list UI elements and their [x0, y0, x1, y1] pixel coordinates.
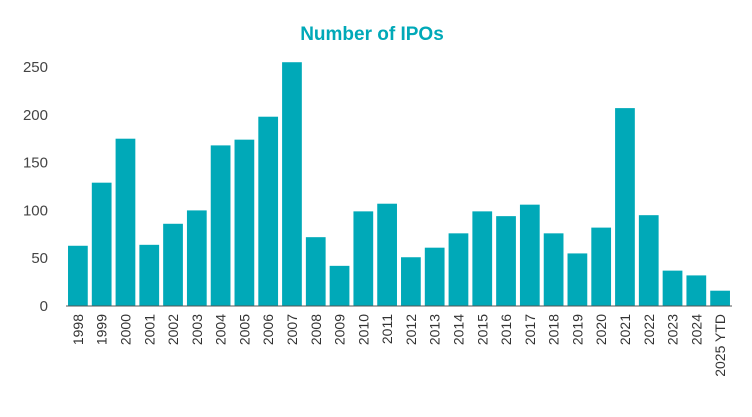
- y-tick-label: 150: [23, 155, 48, 172]
- bar-2001: [139, 244, 160, 306]
- x-tick-label: 2024: [688, 314, 704, 345]
- bar-2025-ytd: [710, 290, 730, 306]
- bar-2015: [472, 211, 493, 306]
- x-tick-label: 2013: [427, 314, 443, 345]
- bar-2012: [401, 257, 421, 306]
- y-tick-label: 0: [40, 298, 48, 315]
- x-tick-label: 1999: [94, 314, 110, 345]
- bar-1998: [68, 245, 88, 306]
- bar-2000: [115, 138, 136, 306]
- x-tick-label: 2018: [546, 314, 562, 345]
- bar-2008: [305, 237, 326, 306]
- bar-2002: [163, 223, 183, 306]
- bar-2005: [234, 139, 255, 306]
- bars: [68, 62, 730, 307]
- bar-2022: [638, 215, 659, 306]
- y-tick-label: 100: [23, 202, 48, 219]
- x-axis-ticks: 1998 1999 2000 2001 2002 2003 2004 2005 2006 2007…: [70, 314, 728, 377]
- bar-2016: [496, 216, 516, 306]
- x-tick-label: 2005: [236, 314, 252, 345]
- bar-2021: [615, 108, 635, 306]
- bar-2017: [519, 204, 540, 306]
- x-tick-label: 2000: [117, 314, 133, 345]
- bar-2006: [258, 116, 279, 307]
- y-tick-label: 200: [23, 107, 48, 124]
- x-tick-label: 2014: [450, 314, 466, 345]
- x-tick-label: 2017: [522, 314, 538, 345]
- bar-1999: [91, 182, 112, 306]
- x-tick-label: 2016: [498, 314, 514, 345]
- x-tick-label: 2009: [332, 314, 348, 345]
- x-tick-label: 2012: [403, 314, 419, 345]
- x-tick-label: 1998: [70, 314, 86, 345]
- bar-2018: [543, 233, 564, 306]
- bar-2024: [686, 275, 707, 306]
- x-tick-label: 2019: [569, 314, 585, 345]
- x-tick-label: 2004: [213, 314, 229, 345]
- bar-2010: [353, 211, 374, 306]
- bar-2023: [662, 270, 683, 306]
- x-tick-label: 2023: [665, 314, 681, 345]
- x-tick-label: 2020: [593, 314, 609, 345]
- x-tick-label: 2008: [308, 314, 324, 345]
- x-tick-label: 2007: [284, 314, 300, 345]
- bar-2007: [282, 62, 302, 306]
- x-tick-label: 2006: [260, 314, 276, 345]
- x-tick-label: 2021: [617, 314, 633, 345]
- y-tick-label: 250: [23, 59, 48, 76]
- bar-2013: [424, 247, 445, 306]
- bar-2020: [591, 227, 612, 306]
- x-tick-label: 2025 YTD: [712, 314, 728, 377]
- bar-2011: [377, 203, 397, 306]
- x-tick-label: 2003: [189, 314, 205, 345]
- x-tick-label: 2010: [355, 314, 371, 345]
- x-tick-label: 2002: [165, 314, 181, 345]
- y-tick-label: 50: [31, 250, 48, 267]
- bar-2009: [329, 265, 350, 306]
- x-tick-label: 2022: [641, 314, 657, 345]
- x-tick-label: 2001: [141, 314, 157, 345]
- x-tick-label: 2011: [379, 314, 395, 344]
- bar-2004: [210, 145, 231, 306]
- chart-title: Number of IPOs: [300, 24, 444, 45]
- bar-2003: [186, 210, 207, 306]
- bar-2019: [567, 253, 588, 306]
- y-axis-ticks: 0 50 100 150 200 250: [23, 59, 48, 315]
- x-tick-label: 2015: [474, 314, 490, 345]
- bar-2014: [448, 233, 469, 306]
